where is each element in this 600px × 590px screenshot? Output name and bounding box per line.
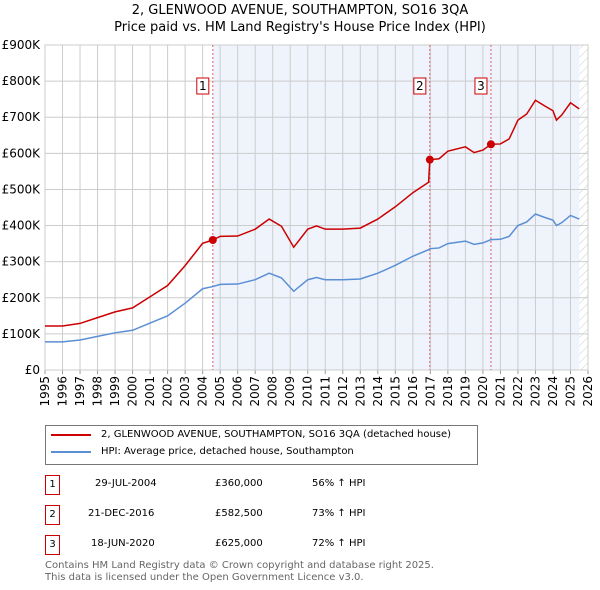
x-tick-label: 1998: [91, 376, 105, 407]
x-tick-label: 2019: [458, 376, 472, 407]
x-tick-label: 2026: [581, 376, 595, 407]
sale-point: [208, 236, 217, 244]
x-tick-label: 2010: [301, 376, 315, 407]
y-tick-label: £600K: [2, 146, 42, 160]
x-tick-label: 2003: [178, 376, 192, 407]
property-price-line: [45, 99, 580, 327]
transaction-hpi: 73% ↑ HPI: [312, 508, 366, 519]
x-tick-label: 1995: [38, 376, 52, 407]
y-tick-label: £900K: [2, 38, 42, 52]
price-chart: 1995 1996 1997 1998 1999 2000 2001 2002 2003 2004…: [2, 38, 595, 407]
transaction-number: 1: [45, 475, 60, 495]
y-tick-label: £200K: [2, 291, 42, 305]
x-tick-label: 2015: [388, 376, 402, 407]
x-tick-label: 2014: [371, 376, 385, 407]
x-tick-label: 2017: [423, 376, 437, 407]
transaction-row: 3 18-JUN-2020 £625,000 72% ↑ HPI: [45, 535, 465, 555]
footer-line-1: Contains HM Land Registry data © Crown c…: [45, 560, 434, 571]
x-tick-label: 2007: [248, 376, 262, 407]
transaction-date: 21-DEC-2016: [88, 508, 155, 519]
footer-line-2: This data is licensed under the Open Gov…: [45, 572, 364, 583]
legend-swatch-blue: [51, 450, 91, 453]
sale-label-box: [196, 77, 210, 95]
y-tick-label: £500K: [2, 182, 42, 196]
legend-label-hpi: HPI: Average price, detached house, Sout…: [101, 446, 354, 457]
transaction-hpi: 56% ↑ HPI: [312, 478, 366, 489]
transaction-number: 2: [45, 505, 60, 525]
x-tick-label: 2000: [126, 376, 140, 407]
shaded-region: [212, 45, 580, 370]
transaction-date: 29-JUL-2004: [95, 478, 157, 489]
x-tick-label: 2011: [318, 376, 332, 407]
x-tick-label: 2018: [441, 376, 455, 407]
plot-border: [44, 44, 589, 371]
transaction-price: £582,500: [215, 508, 263, 519]
transaction-number: 3: [45, 535, 60, 555]
x-tick-label: 2004: [196, 376, 210, 407]
y-tick-label: £300K: [2, 255, 42, 269]
legend: 2, GLENWOOD AVENUE, SOUTHAMPTON, SO16 3Q…: [45, 425, 478, 465]
y-tick-label: £0: [25, 363, 40, 377]
transaction-row: 2 21-DEC-2016 £582,500 73% ↑ HPI: [45, 505, 465, 525]
x-tick-label: 2025: [563, 376, 577, 407]
x-tick-label: 2006: [231, 376, 245, 407]
sale-label: 1: [199, 79, 207, 93]
hatched-region: [579, 45, 588, 370]
y-tick-label: £100K: [2, 327, 42, 341]
sale-label: 2: [416, 79, 424, 93]
sale-label-box: [474, 77, 488, 95]
transaction-hpi: 72% ↑ HPI: [312, 538, 366, 549]
legend-swatch-red: [51, 433, 91, 436]
x-tick-label: 2008: [266, 376, 280, 407]
x-tick-label: 2005: [213, 376, 227, 407]
transaction-price: £360,000: [215, 478, 263, 489]
x-tick-label: 2012: [336, 376, 350, 407]
x-tick-label: 2022: [511, 376, 525, 407]
chart-title: 2, GLENWOOD AVENUE, SOUTHAMPTON, SO16 3Q…: [131, 3, 469, 18]
x-tick-label: 2023: [528, 376, 542, 407]
x-tick-label: 1996: [56, 376, 70, 407]
legend-item-property: 2, GLENWOOD AVENUE, SOUTHAMPTON, SO16 3Q…: [51, 429, 451, 440]
y-tick-label: £800K: [2, 74, 42, 88]
x-tick-label: 2001: [143, 376, 157, 407]
legend-label-property: 2, GLENWOOD AVENUE, SOUTHAMPTON, SO16 3Q…: [101, 429, 452, 440]
transaction-date: 18-JUN-2020: [91, 538, 155, 549]
sale-label: 3: [477, 79, 485, 93]
x-tick-label: 2009: [283, 376, 297, 407]
sale-point: [486, 140, 495, 149]
chart-subtitle: Price paid vs. HM Land Registry's House …: [114, 20, 486, 35]
x-tick-label: 1999: [108, 376, 122, 407]
x-tick-label: 2024: [546, 376, 560, 407]
y-tick-label: £700K: [2, 110, 42, 124]
sale-label-box: [413, 77, 427, 95]
x-tick-label: 2013: [353, 376, 367, 407]
x-tick-label: 2021: [493, 376, 507, 407]
y-tick-label: £400K: [2, 219, 42, 233]
footer: Contains HM Land Registry data © Crown c…: [45, 560, 434, 584]
transaction-row: 1 29-JUL-2004 £360,000 56% ↑ HPI: [45, 475, 465, 495]
x-tick-label: 2016: [406, 376, 420, 407]
transaction-price: £625,000: [215, 538, 263, 549]
sale-point: [425, 155, 434, 164]
x-tick-label: 2020: [476, 376, 490, 407]
hpi-line: [45, 213, 580, 343]
legend-item-hpi: HPI: Average price, detached house, Sout…: [51, 446, 354, 457]
x-tick-label: 2002: [161, 376, 175, 407]
x-tick-label: 1997: [73, 376, 87, 407]
